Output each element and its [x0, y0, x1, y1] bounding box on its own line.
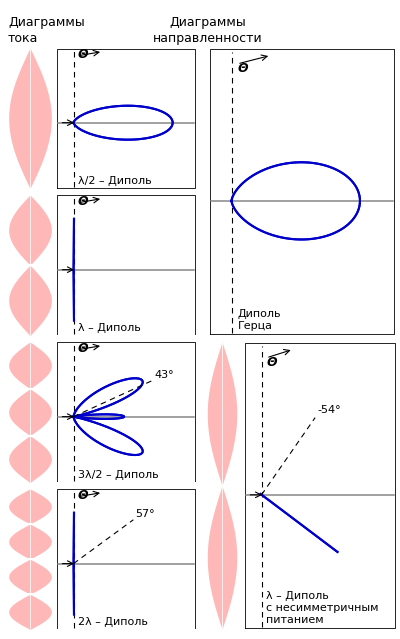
Text: Диполь
Герца: Диполь Герца: [238, 309, 281, 330]
Text: Θ: Θ: [78, 343, 88, 355]
Text: 57°: 57°: [136, 509, 155, 519]
Text: λ – Диполь: λ – Диполь: [78, 323, 141, 333]
Text: Θ: Θ: [237, 63, 248, 75]
Text: 43°: 43°: [154, 369, 174, 380]
Text: Θ: Θ: [266, 357, 277, 369]
Text: Диаграммы
направленности: Диаграммы направленности: [153, 16, 263, 45]
Text: λ – Диполь
с несимметричным
питанием: λ – Диполь с несимметричным питанием: [266, 591, 379, 624]
Text: 2λ – Диполь: 2λ – Диполь: [78, 617, 148, 627]
Text: Диаграммы
тока: Диаграммы тока: [8, 16, 85, 45]
Text: Θ: Θ: [78, 196, 88, 208]
Text: Θ: Θ: [78, 49, 88, 61]
Text: 3λ/2 – Диполь: 3λ/2 – Диполь: [78, 470, 159, 480]
Text: -54°: -54°: [318, 405, 341, 415]
Text: λ/2 – Диполь: λ/2 – Диполь: [78, 176, 152, 186]
Text: Θ: Θ: [78, 489, 88, 502]
